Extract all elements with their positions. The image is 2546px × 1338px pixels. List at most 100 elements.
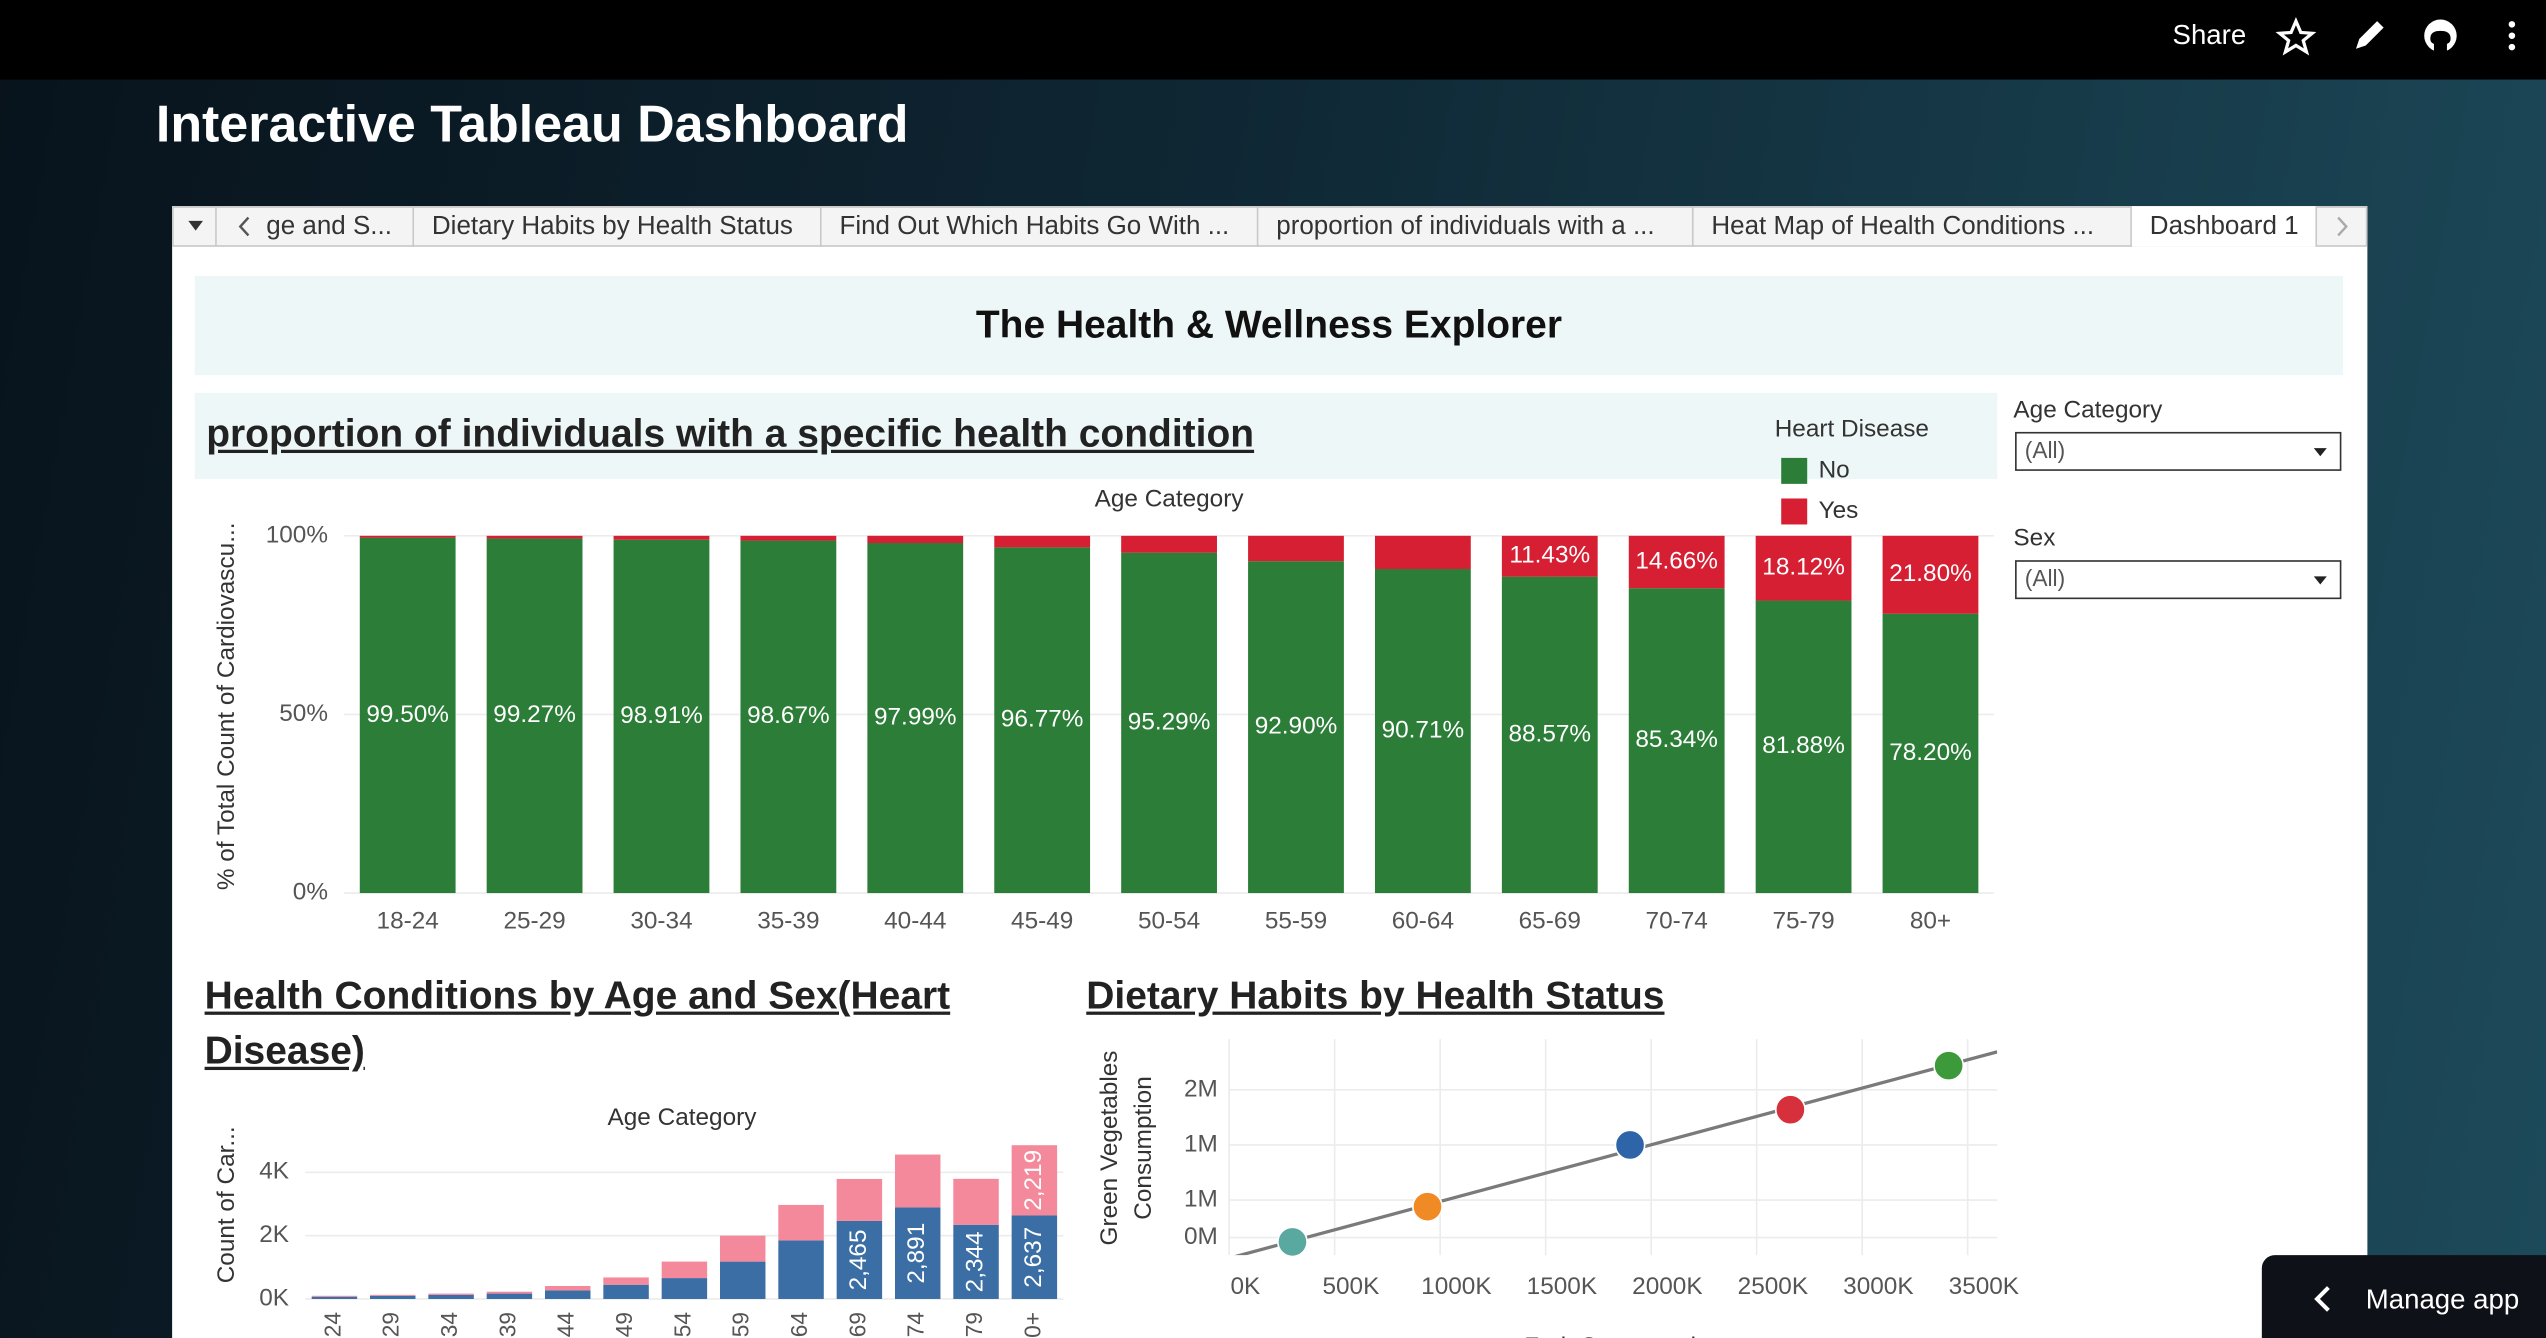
toolbar-icons <box>2275 16 2516 56</box>
star-icon[interactable] <box>2275 16 2317 56</box>
x-axis-title: Fruit Consumption <box>1524 1333 1723 1338</box>
tab-active[interactable]: Dashboard 1 <box>2131 206 2318 247</box>
chart-title-band <box>194 392 1998 479</box>
point <box>1412 1191 1443 1223</box>
bar-segment <box>778 1204 824 1241</box>
data-label: 99.27% <box>493 701 576 728</box>
point <box>1277 1226 1308 1258</box>
x-tick-label: 2500K <box>1738 1273 1808 1300</box>
x-tick-label: 18-24 <box>377 908 439 935</box>
bar-segment <box>953 1178 999 1225</box>
tab-next-arrow <box>2337 216 2348 237</box>
x-tick-label: 70-74 <box>903 1312 929 1338</box>
bar-segment <box>836 1178 883 1221</box>
legend-label: No <box>1819 456 1850 483</box>
bar-segment <box>359 535 456 538</box>
x-tick-label: 60-64 <box>786 1312 812 1338</box>
chart-title: Health Conditions by Age and Sex(Heart D… <box>204 974 951 1074</box>
menu-dot[interactable] <box>2508 21 2516 28</box>
bar-segment <box>1121 552 1217 894</box>
tab[interactable]: proportion of individuals with a ... <box>1258 206 1694 247</box>
x-tick-label: 500K <box>1322 1273 1379 1300</box>
bar-segment <box>613 535 710 540</box>
bar-segment <box>1755 535 1852 601</box>
point <box>1933 1050 1965 1082</box>
data-label: 18.12% <box>1762 554 1845 581</box>
tab-dropdown[interactable] <box>188 220 203 231</box>
x-axis-title: Age Category <box>608 1104 758 1131</box>
legend-title: Heart Disease <box>1775 416 1929 443</box>
bar-segment <box>428 1293 474 1295</box>
bar-segment <box>1501 535 1598 577</box>
x-tick-label: 80+ <box>1910 908 1951 935</box>
bar-segment <box>486 538 583 894</box>
manage-app-label: Manage app <box>2365 1284 2520 1316</box>
x-tick-label: 65-69 <box>1519 908 1581 935</box>
x-tick-label: 1500K <box>1527 1273 1597 1300</box>
data-label: 2,637 <box>1020 1227 1047 1288</box>
x-tick-label: 18-24 <box>319 1312 345 1338</box>
bar-segment <box>359 537 456 894</box>
bar-segment <box>1121 535 1217 553</box>
bar-segment <box>486 1291 533 1294</box>
bar-segment <box>370 1294 416 1296</box>
tab-prev[interactable] <box>238 216 250 237</box>
bar-segment <box>1501 576 1598 894</box>
bar-segment <box>1374 569 1471 894</box>
point <box>1614 1129 1646 1161</box>
x-tick-label: 25-29 <box>503 908 565 935</box>
edit-icon[interactable] <box>2356 21 2384 49</box>
data-label: 81.88% <box>1762 732 1845 759</box>
data-label: 14.66% <box>1635 547 1718 574</box>
data-label: 2,891 <box>903 1223 930 1284</box>
menu-dot[interactable] <box>2508 32 2516 39</box>
tab-next[interactable] <box>2317 206 2367 247</box>
filter-select[interactable]: (All) <box>2015 431 2342 471</box>
y-tick-label: 2K <box>259 1221 289 1248</box>
x-tick-label: 50-54 <box>1138 908 1200 935</box>
share-button[interactable]: Share <box>2172 19 2247 51</box>
manage-app-button[interactable]: Manage app <box>2261 1255 2546 1338</box>
data-label: 85.34% <box>1635 726 1718 753</box>
x-axis-title: Age Category <box>1095 486 1245 513</box>
point <box>1774 1094 1806 1126</box>
y-tick-label: 1M <box>1184 1185 1218 1212</box>
x-tick-label: 60-64 <box>1392 908 1454 935</box>
tab[interactable]: Find Out Which Habits Go With ... <box>822 206 1259 247</box>
chevron-line <box>2314 1286 2330 1312</box>
x-tick-label: 65-69 <box>844 1312 870 1338</box>
filter-select[interactable]: (All) <box>2015 560 2342 600</box>
tab[interactable]: Dietary Habits by Health Status <box>414 206 822 247</box>
bar-segment <box>1011 1215 1058 1299</box>
legend-label: Yes <box>1819 497 1859 524</box>
bar-segment <box>994 535 1091 548</box>
x-tick-label: 30-34 <box>436 1312 462 1338</box>
x-tick-label: 55-59 <box>1265 908 1327 935</box>
bar-segment <box>603 1284 649 1299</box>
x-tick-label: 40-44 <box>884 908 946 935</box>
x-tick-label: 55-59 <box>728 1312 754 1338</box>
y-tick-label: 1M <box>1184 1130 1218 1157</box>
tab[interactable]: Heat Map of Health Conditions ... <box>1694 206 2132 247</box>
data-label: 95.29% <box>1128 708 1211 735</box>
dashboard-title: The Health & Wellness Explorer <box>194 276 2344 376</box>
bar-segment <box>1882 535 1979 614</box>
bar-segment <box>370 1295 416 1299</box>
bar-segment <box>545 1285 591 1291</box>
data-label: 90.71% <box>1382 716 1465 743</box>
x-tick-label: 3500K <box>1949 1273 2019 1300</box>
bar-segment <box>428 1294 474 1299</box>
data-label: 98.67% <box>747 702 830 729</box>
bar-segment <box>867 535 964 544</box>
tab[interactable]: ge and S... <box>260 206 415 247</box>
legend-swatch <box>1781 498 1808 525</box>
bar-segment <box>1248 561 1344 894</box>
y-tick-label: 0% <box>293 878 328 905</box>
bar-segment <box>545 1290 591 1299</box>
menu-dot[interactable] <box>2508 43 2516 51</box>
trend-line <box>1234 1050 1998 1256</box>
chart-title: proportion of individuals with a specifi… <box>206 412 1255 457</box>
bar-segment <box>740 535 837 541</box>
y-axis-title: % of Total Count of Cardiovascu... <box>213 523 240 891</box>
